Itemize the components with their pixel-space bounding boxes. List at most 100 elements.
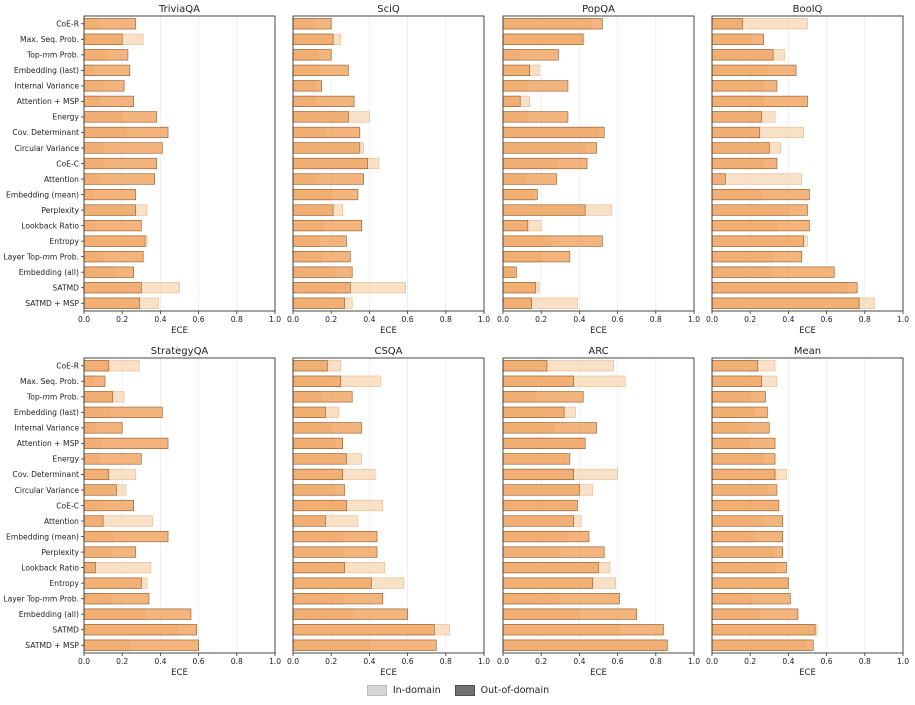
y-tick-label: Lookback Ratio (21, 563, 79, 572)
bar-out-of-domain-strategyqa-17 (83, 624, 197, 636)
bar-out-of-domain-arc-14 (502, 577, 594, 589)
y-tick-label: Cov. Determinant (12, 128, 79, 137)
bar-out-of-domain-strategyqa-6 (83, 453, 142, 465)
bar-out-of-domain-arc-7 (502, 468, 574, 481)
x-tick-label: 0.4 (573, 315, 585, 324)
y-tick-label: Top-mm Prob. (26, 393, 79, 402)
bar-out-of-domain-csqa-4 (292, 422, 363, 434)
bar-out-of-domain-sciq-11 (292, 188, 359, 201)
panel-title: TriviaQA (158, 4, 200, 15)
x-tick-label: 0.2 (744, 315, 756, 324)
x-axis-label: ECE (590, 668, 607, 678)
bar-out-of-domain-popqa-8 (502, 142, 597, 154)
panel-frame (292, 15, 485, 312)
bar-out-of-domain-mean-1 (711, 375, 762, 387)
bar-out-of-domain-mean-5 (711, 437, 776, 449)
legend-swatch-in-domain (366, 684, 387, 696)
bar-out-of-domain-arc-3 (502, 406, 565, 418)
x-tick-label: 0.0 (287, 657, 299, 666)
bar-out-of-domain-sciq-3 (292, 64, 349, 76)
y-tick-label: Max. Seq. Prob. (20, 377, 79, 386)
x-tick-label: 0.4 (154, 657, 166, 666)
panel-frame (711, 357, 904, 654)
bar-out-of-domain-triviaqa-2 (83, 49, 129, 61)
bar-out-of-domain-csqa-8 (292, 484, 345, 496)
bar-out-of-domain-triviaqa-0 (83, 18, 136, 30)
bar-out-of-domain-boolq-6 (711, 111, 762, 123)
bar-out-of-domain-strategyqa-7 (83, 468, 110, 481)
bar-out-of-domain-triviaqa-7 (83, 126, 169, 139)
y-tick-label: Cov. Determinant (12, 470, 79, 479)
bar-out-of-domain-triviaqa-5 (83, 95, 134, 107)
bar-out-of-domain-mean-13 (711, 562, 787, 574)
x-tick-label: 1.0 (897, 657, 909, 666)
bar-out-of-domain-popqa-5 (502, 95, 521, 107)
bar-out-of-domain-triviaqa-12 (83, 204, 136, 216)
bar-out-of-domain-boolq-18 (711, 297, 860, 309)
x-axis-label: ECE (380, 326, 397, 336)
bar-out-of-domain-triviaqa-4 (83, 80, 125, 92)
y-tick-label: Entropy (49, 237, 79, 246)
x-tick-label: 0.2 (325, 315, 337, 324)
panel-title: CSQA (374, 346, 402, 357)
bar-out-of-domain-triviaqa-13 (83, 220, 142, 232)
bar-out-of-domain-mean-4 (711, 422, 770, 434)
bar-out-of-domain-triviaqa-15 (83, 251, 144, 263)
x-tick-label: 0.6 (193, 315, 205, 324)
y-tick-label: Attention (44, 517, 79, 526)
x-tick-label: 0.2 (116, 657, 128, 666)
x-tick-label: 1.0 (478, 657, 490, 666)
y-tick-label: SATMD + MSP (25, 641, 79, 650)
bar-out-of-domain-boolq-11 (711, 188, 810, 201)
y-tick-label: Embedding (last) (14, 66, 79, 75)
x-axis-label: ECE (799, 668, 816, 678)
bar-out-of-domain-mean-18 (711, 639, 814, 651)
bar-out-of-domain-boolq-14 (711, 235, 804, 247)
bar-out-of-domain-boolq-15 (711, 251, 803, 263)
y-tick-label: Lookback Ratio (21, 221, 79, 230)
x-axis-label: ECE (799, 326, 816, 336)
legend-label-in-domain: In-domain (392, 684, 441, 696)
bar-out-of-domain-arc-8 (502, 484, 580, 496)
y-tick-label: SATMD (52, 284, 79, 293)
chart-svg: TriviaQA CoE-R Max. Seq. Prob. Top-mm Prob.… (3, 4, 909, 678)
bar-out-of-domain-arc-13 (502, 562, 599, 574)
bar-out-of-domain-arc-1 (502, 375, 574, 387)
bar-out-of-domain-sciq-10 (292, 173, 364, 185)
bar-out-of-domain-strategyqa-2 (83, 391, 113, 403)
bar-out-of-domain-csqa-3 (292, 406, 326, 418)
bar-out-of-domain-sciq-6 (292, 111, 349, 123)
x-tick-label: 0.4 (782, 315, 794, 324)
bar-out-of-domain-mean-2 (711, 391, 766, 403)
bar-out-of-domain-csqa-14 (292, 577, 372, 589)
bar-out-of-domain-popqa-7 (502, 126, 605, 139)
y-tick-label: Layer Top-mm Prob. (3, 252, 79, 261)
y-tick-label: Max. Seq. Prob. (20, 35, 79, 44)
x-tick-label: 0.2 (535, 657, 547, 666)
panel-frame (502, 357, 695, 654)
x-tick-label: 0.6 (821, 315, 833, 324)
bar-out-of-domain-mean-3 (711, 406, 768, 418)
bar-out-of-domain-sciq-16 (292, 266, 353, 278)
y-tick-label: Internal Variance (15, 82, 80, 91)
x-tick-label: 0.0 (287, 315, 299, 324)
bar-out-of-domain-sciq-8 (292, 142, 361, 154)
y-tick-label: Embedding (last) (14, 408, 79, 417)
bar-out-of-domain-csqa-1 (292, 375, 342, 387)
x-tick-label: 0.0 (78, 315, 90, 324)
bar-out-of-domain-popqa-3 (502, 64, 531, 76)
x-axis-label: ECE (171, 326, 188, 336)
bar-out-of-domain-popqa-17 (502, 282, 536, 294)
panel-title: SciQ (377, 4, 400, 15)
x-tick-label: 1.0 (897, 315, 909, 324)
bar-out-of-domain-popqa-15 (502, 251, 571, 263)
bar-out-of-domain-csqa-16 (292, 608, 408, 620)
bar-out-of-domain-arc-0 (502, 360, 548, 372)
bar-out-of-domain-csqa-13 (292, 562, 345, 574)
bar-out-of-domain-arc-2 (502, 391, 584, 403)
panel-title: StrategyQA (151, 346, 209, 357)
y-tick-label: Layer Top-mm Prob. (3, 594, 79, 603)
x-tick-label: 0.2 (325, 657, 337, 666)
y-tick-label: Top-mm Prob. (26, 51, 79, 60)
